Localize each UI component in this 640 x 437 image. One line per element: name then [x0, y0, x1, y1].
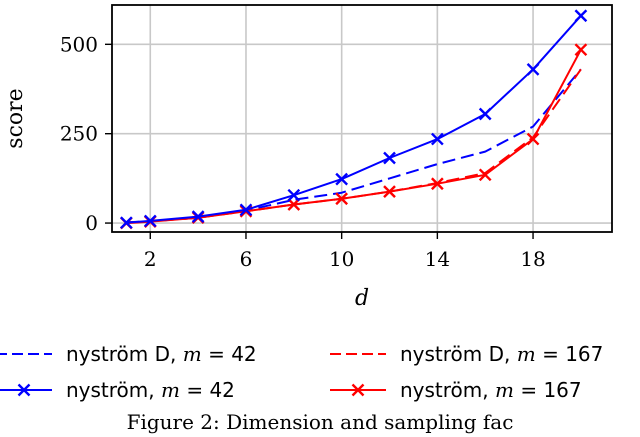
legend-entry: nyström, m = 42 — [0, 378, 235, 402]
x-tick-label: 6 — [240, 247, 253, 271]
marker-stroke — [287, 188, 301, 202]
data-point — [143, 214, 157, 228]
marker-stroke — [143, 214, 157, 228]
data-point — [478, 168, 492, 182]
series-1 — [120, 9, 588, 230]
data-point — [574, 43, 588, 57]
legend-entry: nyström D, m = 167 — [330, 342, 603, 366]
marker-stroke — [239, 203, 253, 217]
marker-stroke — [478, 107, 492, 121]
legend-label: nyström, m = 42 — [66, 378, 235, 402]
marker-stroke — [431, 177, 444, 191]
x-tick-label: 14 — [425, 247, 450, 271]
series-3 — [120, 43, 588, 230]
series-line — [126, 15, 582, 224]
marker-stroke — [17, 383, 31, 397]
series-2 — [126, 68, 582, 224]
y-tick-label: 500 — [60, 32, 98, 56]
legend-entry: nyström D, m = 42 — [0, 342, 257, 366]
marker-stroke — [431, 132, 444, 146]
legend: nyström D, m = 42 nyström D, m = 167 nystr… — [0, 342, 603, 402]
y-axis-label: score — [3, 88, 28, 148]
marker-stroke — [191, 210, 205, 223]
data-point — [383, 151, 396, 165]
series-line — [126, 68, 582, 224]
marker-stroke — [335, 172, 349, 186]
x-axis-label: d — [355, 286, 369, 311]
data-point — [191, 210, 205, 223]
plot-frame — [111, 4, 613, 233]
y-tick-label: 0 — [85, 211, 98, 235]
data-point — [120, 216, 133, 230]
data-point — [431, 132, 444, 146]
marker-stroke — [526, 62, 540, 76]
marker-stroke — [574, 43, 588, 57]
data-point — [478, 107, 492, 121]
x-tick-label: 10 — [329, 247, 354, 271]
series-line — [126, 68, 582, 224]
data-point — [383, 185, 396, 198]
legend-label: nyström D, m = 42 — [66, 342, 257, 366]
marker-stroke — [478, 168, 492, 182]
marker-stroke — [383, 151, 396, 165]
data-point — [287, 198, 301, 211]
marker-stroke — [287, 198, 301, 211]
legend-marker — [17, 383, 31, 397]
data-point — [431, 177, 444, 191]
marker-stroke — [351, 383, 365, 397]
grid-lines — [112, 5, 612, 232]
legend-label: nyström, m = 167 — [400, 378, 582, 402]
legend-entry: nyström, m = 167 — [330, 378, 582, 402]
legend-marker — [351, 383, 365, 397]
series-0 — [126, 68, 582, 224]
marker-stroke — [335, 192, 349, 206]
legend-label: nyström D, m = 167 — [400, 342, 603, 366]
data-point — [574, 9, 588, 23]
x-tick-label: 18 — [520, 247, 545, 271]
data-point — [239, 203, 253, 217]
marker-stroke — [383, 185, 396, 198]
axis-ticks: 2 6 10 14 18 0 250 500 — [60, 32, 546, 271]
series-layer — [120, 9, 588, 230]
data-point — [526, 132, 540, 146]
series-line — [126, 49, 582, 225]
data-point — [335, 192, 349, 206]
data-point — [526, 62, 540, 76]
y-tick-label: 250 — [60, 122, 98, 146]
marker-stroke — [120, 216, 133, 230]
marker-stroke — [574, 9, 588, 23]
figure-caption: Figure 2: Dimension and sampling fac — [126, 410, 514, 434]
x-tick-label: 2 — [144, 247, 157, 271]
marker-stroke — [526, 132, 540, 146]
data-point — [335, 172, 349, 186]
data-point — [287, 188, 301, 202]
